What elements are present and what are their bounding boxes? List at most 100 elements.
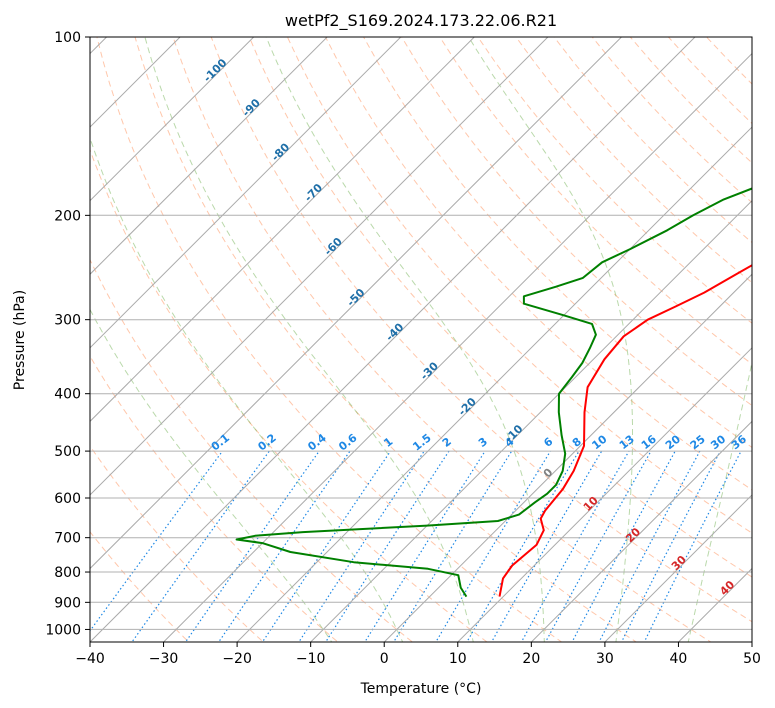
x-tick-label: −10 <box>296 651 326 667</box>
plot-area: 0.1 0.2 0.4 0.6 1 1.5 2 3 4 6 8 10 13 16 20 25 30 36-100-… <box>90 37 752 642</box>
isotherm-line <box>162 52 752 642</box>
y-axis: 100 200 300 400 500 600 700 800 900 1000 <box>45 30 90 638</box>
sounding-series <box>235 187 752 598</box>
mixing-ratio-line <box>435 450 552 642</box>
mixing-ratio-line <box>261 450 391 642</box>
chart-title: wetPf2_S169.2024.173.22.06.R21 <box>285 11 557 31</box>
mixing-ratio-label: 2 <box>440 435 454 450</box>
mixing-ratio-label: 36 <box>729 432 749 452</box>
plot-frame <box>89 36 753 643</box>
mixing-ratio-line <box>131 450 270 642</box>
x-tick-label: 10 <box>449 651 467 667</box>
mixing-ratio-label: 0.1 <box>209 431 232 453</box>
isotherm-label: -60 <box>322 235 345 258</box>
mixing-ratio-lines <box>90 450 742 642</box>
dry-adiabat-line <box>591 37 752 204</box>
dry-adiabat-line <box>286 37 752 534</box>
mixing-ratio-line <box>324 450 450 642</box>
y-tick-label: 400 <box>54 387 81 403</box>
mixing-ratio-label: 1.5 <box>410 431 433 453</box>
y-tick-label: 100 <box>54 30 81 46</box>
dry-adiabat-line <box>210 37 752 623</box>
y-tick-label: 500 <box>54 444 81 460</box>
y-tick-label: 700 <box>54 531 81 547</box>
mixing-ratio-label: 0.4 <box>305 431 329 453</box>
isotherm-line <box>604 494 752 642</box>
isotherm-line <box>90 37 623 570</box>
dry-adiabats <box>90 37 752 642</box>
dry-adiabat-line <box>90 531 190 642</box>
dry-adiabat-line <box>401 37 752 407</box>
temperature-profile <box>498 264 752 597</box>
y-tick-label: 200 <box>54 208 81 224</box>
mixing-ratio-label: 16 <box>639 432 659 452</box>
mixing-ratio-label: 0.6 <box>336 431 360 453</box>
dry-adiabat-line <box>248 37 752 578</box>
isotherm-label: -80 <box>269 140 292 163</box>
mixing-ratio-label: 1 <box>381 435 395 450</box>
dry-adiabat-line <box>629 37 752 164</box>
moist-adiabat-line <box>687 360 752 642</box>
mixing-ratio-line <box>643 450 742 642</box>
dry-adiabat-line <box>90 355 339 642</box>
moist-adiabat-label: 30 <box>669 553 689 573</box>
x-tick-label: 50 <box>743 651 761 667</box>
mixing-ratio-label: 20 <box>663 432 683 452</box>
mixing-ratio-line <box>466 450 580 642</box>
isotherm-line <box>90 37 181 128</box>
dry-adiabat-line <box>324 37 752 491</box>
moist-adiabat-line <box>90 308 333 642</box>
isotherm-label: -100 <box>201 56 230 85</box>
moist-adiabat-label: 10 <box>581 494 601 514</box>
isotherm-line <box>457 347 752 642</box>
x-axis-label: Temperature (°C) <box>360 681 482 697</box>
isobars <box>90 37 752 630</box>
dry-adiabat-line <box>90 445 264 642</box>
isotherm-line <box>90 37 696 642</box>
isotherm-line <box>309 199 752 642</box>
moist-adiabat-line <box>468 37 633 642</box>
line-labels: 0.1 0.2 0.4 0.6 1 1.5 2 3 4 6 8 10 13 16 20 25 30 36-100-… <box>201 56 749 598</box>
moist-adiabat-line <box>144 37 474 642</box>
mixing-ratio-line <box>393 450 513 642</box>
dewpoint-profile <box>235 187 752 598</box>
x-tick-label: −20 <box>222 651 252 667</box>
dry-adiabat-line <box>134 37 638 642</box>
x-axis: −40 −30 −20 −10 0 10 20 30 40 50 <box>75 642 761 667</box>
dry-adiabat-line <box>96 37 563 642</box>
x-tick-label: 30 <box>596 651 614 667</box>
isotherm-label: -90 <box>240 96 263 119</box>
dry-adiabat-line <box>705 37 752 85</box>
mixing-ratio-line <box>544 450 652 642</box>
isotherm-line <box>751 641 752 642</box>
isotherm-line <box>236 126 752 642</box>
mixing-ratio-label: 25 <box>688 433 708 453</box>
isotherms <box>90 37 752 642</box>
isotherm-line <box>90 37 476 423</box>
dry-adiabat-line <box>439 37 752 365</box>
y-tick-label: 800 <box>54 565 81 581</box>
dry-adiabat-line <box>172 37 712 642</box>
isotherm-label: -50 <box>344 286 367 309</box>
dry-adiabat-line <box>90 148 488 642</box>
isotherm-label: -20 <box>456 395 479 418</box>
isotherm-line <box>90 37 255 202</box>
isotherm-line <box>530 420 752 642</box>
isotherm-line <box>90 37 402 349</box>
y-tick-label: 300 <box>54 313 81 329</box>
mixing-ratio-label: 6 <box>541 435 555 450</box>
y-tick-label: 600 <box>54 491 81 507</box>
mixing-ratio-label: 10 <box>590 432 610 452</box>
isotherm-line <box>90 37 549 496</box>
dry-adiabat-line <box>515 37 752 284</box>
mixing-ratio-label: 0.2 <box>255 431 278 453</box>
y-tick-label: 1000 <box>45 622 81 638</box>
moist-adiabat-line <box>265 37 545 642</box>
dry-adiabat-line <box>363 37 752 449</box>
isotherm-label: -70 <box>302 181 325 204</box>
x-tick-label: −30 <box>149 651 179 667</box>
x-tick-label: 40 <box>670 651 688 667</box>
mixing-ratio-label: 3 <box>476 435 490 450</box>
mixing-ratio-line <box>298 450 425 642</box>
